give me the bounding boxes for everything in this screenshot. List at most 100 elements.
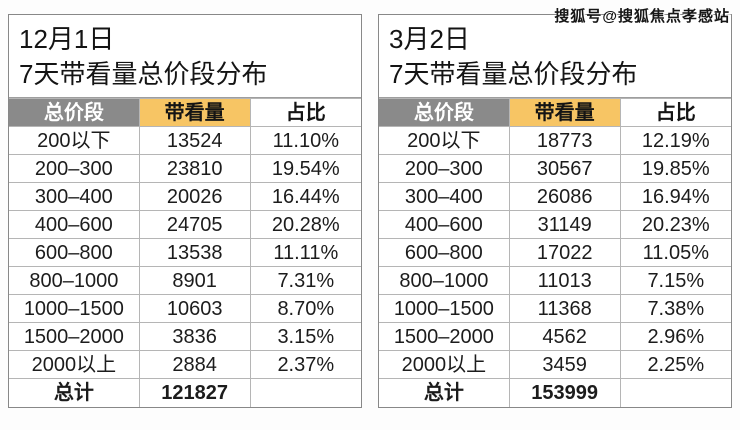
total-empty-cell [249, 378, 361, 407]
table-title-text: 7天带看量总价段分布 [19, 59, 268, 89]
table-row: 600–800 13538 11.11% [9, 238, 361, 267]
table-cell: 11368 [508, 294, 621, 323]
table-cell: 7.15% [619, 266, 731, 295]
total-value: 153999 [508, 378, 621, 407]
table-cell: 1000–1500 [379, 294, 510, 323]
table-row: 600–800 17022 11.05% [379, 238, 731, 267]
table-cell: 3836 [138, 322, 251, 351]
table-title-date: 3月2日 [389, 24, 470, 54]
table-cell: 2000以上 [379, 350, 510, 379]
table-total-row: 总计 153999 [379, 378, 731, 407]
table-cell: 13538 [138, 238, 251, 267]
table-header-row: 总价段 带看量 占比 [9, 98, 361, 127]
table-cell: 200–300 [9, 154, 140, 183]
table-cell: 11.11% [249, 238, 361, 267]
table-cell: 11.10% [249, 126, 361, 155]
total-label: 总计 [9, 378, 140, 407]
table-cell: 13524 [138, 126, 251, 155]
table-cell: 11013 [508, 266, 621, 295]
table-cell: 19.85% [619, 154, 731, 183]
table-cell: 200以下 [379, 126, 510, 155]
total-label: 总计 [379, 378, 510, 407]
table-cell: 10603 [138, 294, 251, 323]
header-percentage: 占比 [249, 98, 361, 127]
price-distribution-table: 总价段 带看量 占比 200以下 18773 12.19% 200–300 30567 1… [379, 98, 731, 407]
table-row: 1000–1500 11368 7.38% [379, 294, 731, 323]
table-title-date: 12月1日 [19, 24, 115, 54]
table-cell: 3.15% [249, 322, 361, 351]
table-row: 300–400 26086 16.94% [379, 182, 731, 211]
table-row: 300–400 20026 16.44% [9, 182, 361, 211]
table-row: 200–300 30567 19.85% [379, 154, 731, 183]
table-row: 2000以上 3459 2.25% [379, 350, 731, 379]
table-title: 12月1日 7天带看量总价段分布 [9, 15, 361, 98]
table-cell: 31149 [508, 210, 621, 239]
table-body: 200以下 13524 11.10% 200–300 23810 19.54% 300–40… [9, 126, 361, 379]
table-cell: 24705 [138, 210, 251, 239]
table-cell: 8901 [138, 266, 251, 295]
table-header-row: 总价段 带看量 占比 [379, 98, 731, 127]
table-cell: 600–800 [379, 238, 510, 267]
table-row: 1000–1500 10603 8.70% [9, 294, 361, 323]
table-body: 200以下 18773 12.19% 200–300 30567 19.85% 300–40… [379, 126, 731, 379]
table-cell: 23810 [138, 154, 251, 183]
table-cell: 1000–1500 [9, 294, 140, 323]
table-cell: 19.54% [249, 154, 361, 183]
tables-container: 12月1日 7天带看量总价段分布 总价段 带看量 占比 200以下 13524 11… [8, 14, 732, 408]
table-cell: 400–600 [9, 210, 140, 239]
table-row: 200以下 13524 11.10% [9, 126, 361, 155]
table-row: 800–1000 11013 7.15% [379, 266, 731, 295]
header-price-range: 总价段 [379, 98, 510, 127]
table-cell: 18773 [508, 126, 621, 155]
table-row: 1500–2000 4562 2.96% [379, 322, 731, 351]
price-table-card-dec1: 12月1日 7天带看量总价段分布 总价段 带看量 占比 200以下 13524 11… [8, 14, 362, 408]
total-empty-cell [619, 378, 731, 407]
table-cell: 20.28% [249, 210, 361, 239]
table-row: 200–300 23810 19.54% [9, 154, 361, 183]
header-price-range: 总价段 [9, 98, 140, 127]
table-cell: 200以下 [9, 126, 140, 155]
table-cell: 16.94% [619, 182, 731, 211]
table-row: 1500–2000 3836 3.15% [9, 322, 361, 351]
table-cell: 2884 [138, 350, 251, 379]
table-total-row: 总计 121827 [9, 378, 361, 407]
table-cell: 16.44% [249, 182, 361, 211]
total-value: 121827 [138, 378, 251, 407]
table-row: 800–1000 8901 7.31% [9, 266, 361, 295]
table-row: 2000以上 2884 2.37% [9, 350, 361, 379]
table-row: 400–600 24705 20.28% [9, 210, 361, 239]
table-cell: 2.25% [619, 350, 731, 379]
table-cell: 17022 [508, 238, 621, 267]
header-percentage: 占比 [619, 98, 731, 127]
table-cell: 1500–2000 [379, 322, 510, 351]
header-view-count: 带看量 [508, 98, 621, 127]
table-cell: 20026 [138, 182, 251, 211]
table-cell: 20.23% [619, 210, 731, 239]
table-cell: 12.19% [619, 126, 731, 155]
price-table-card-mar2: 3月2日 7天带看量总价段分布 总价段 带看量 占比 200以下 18773 12.… [378, 14, 732, 408]
table-title: 3月2日 7天带看量总价段分布 [379, 15, 731, 98]
table-cell: 400–600 [379, 210, 510, 239]
table-cell: 300–400 [379, 182, 510, 211]
table-cell: 26086 [508, 182, 621, 211]
table-row: 200以下 18773 12.19% [379, 126, 731, 155]
table-cell: 3459 [508, 350, 621, 379]
table-cell: 2.37% [249, 350, 361, 379]
table-cell: 1500–2000 [9, 322, 140, 351]
table-row: 400–600 31149 20.23% [379, 210, 731, 239]
table-cell: 300–400 [9, 182, 140, 211]
table-cell: 200–300 [379, 154, 510, 183]
price-distribution-table: 总价段 带看量 占比 200以下 13524 11.10% 200–300 23810 1… [9, 98, 361, 407]
header-view-count: 带看量 [138, 98, 251, 127]
table-cell: 30567 [508, 154, 621, 183]
table-cell: 800–1000 [9, 266, 140, 295]
table-cell: 11.05% [619, 238, 731, 267]
table-cell: 600–800 [9, 238, 140, 267]
table-cell: 800–1000 [379, 266, 510, 295]
table-cell: 2000以上 [9, 350, 140, 379]
table-cell: 4562 [508, 322, 621, 351]
table-title-text: 7天带看量总价段分布 [389, 59, 638, 89]
table-cell: 2.96% [619, 322, 731, 351]
table-cell: 8.70% [249, 294, 361, 323]
table-cell: 7.31% [249, 266, 361, 295]
